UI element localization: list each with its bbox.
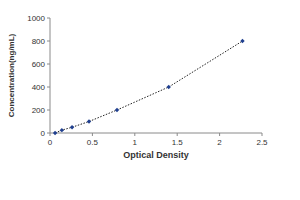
x-tick	[262, 133, 263, 136]
y-tick	[47, 110, 50, 111]
y-tick	[47, 41, 50, 42]
y-axis	[50, 18, 51, 133]
point	[70, 125, 74, 129]
y-tick	[47, 87, 50, 88]
point	[167, 85, 171, 89]
x-tick-label: 1.5	[172, 138, 184, 147]
x-tick	[177, 133, 178, 136]
chart-container: 0 0.5 1 1.5 2 2.5 0 200 400 600 800 1000 Optical Den…	[0, 0, 300, 200]
point	[60, 128, 64, 132]
plot-area	[53, 39, 245, 135]
x-tick-label: 0	[48, 138, 53, 147]
x-tick	[134, 133, 135, 136]
point	[115, 108, 119, 112]
curve	[55, 41, 242, 133]
x-tick-label: 2	[217, 138, 222, 147]
y-tick-label: 200	[32, 106, 46, 115]
x-tick-label: 0.5	[87, 138, 99, 147]
point	[87, 119, 91, 123]
chart: 0 0.5 1 1.5 2 2.5 0 200 400 600 800 1000 Optical Den…	[0, 0, 300, 200]
x-axis-title: Optical Density	[123, 150, 189, 160]
y-tick	[47, 18, 50, 19]
y-tick	[47, 64, 50, 65]
y-axis-title: Concentration(ng/mL)	[7, 33, 16, 117]
y-tick-label: 1000	[27, 14, 45, 23]
x-axis	[50, 133, 262, 134]
x-tick-label: 1	[133, 138, 138, 147]
x-tick	[219, 133, 220, 136]
y-tick-label: 800	[32, 37, 46, 46]
x-tick	[92, 133, 93, 136]
y-tick-label: 0	[41, 129, 46, 138]
y-tick	[47, 133, 50, 134]
x-tick-label: 2.5	[256, 138, 268, 147]
point	[53, 131, 57, 135]
y-tick-label: 600	[32, 60, 46, 69]
y-tick-label: 400	[32, 83, 46, 92]
point	[240, 39, 244, 43]
